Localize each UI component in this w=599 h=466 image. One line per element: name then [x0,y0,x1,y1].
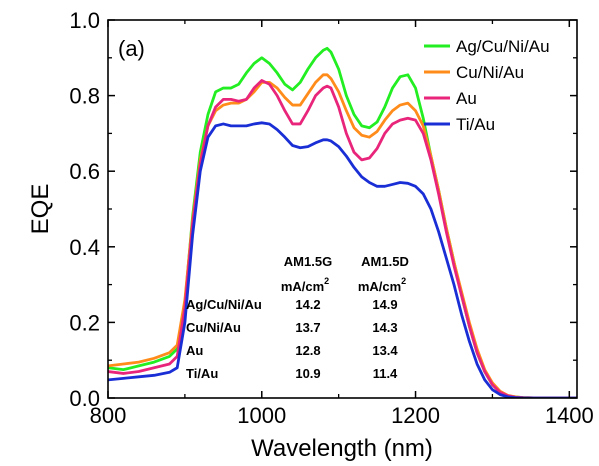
table-row-label: Ti/Au [186,366,218,381]
table-header-0: AM1.5G [284,254,332,269]
table-header-1: AM1.5D [361,254,409,269]
y-tick-label: 0.2 [69,310,100,335]
panel-label: (a) [118,36,145,61]
legend-label-2: Au [456,89,477,108]
table-row-label: Ag/Cu/Ni/Au [186,297,262,312]
y-axis-title: EQE [27,184,54,235]
table-cell-am15d: 14.9 [372,297,397,312]
legend-label-0: Ag/Cu/Ni/Au [456,37,550,56]
table-cell-am15g: 13.7 [295,320,320,335]
table-units-1: mA/cm2 [358,276,406,294]
x-tick-label: 1400 [545,403,594,428]
y-tick-label: 0.6 [69,159,100,184]
series-line-3 [108,121,577,398]
x-axis-title: Wavelength (nm) [251,435,433,462]
table-cell-am15d: 14.3 [372,320,397,335]
table-row-label: Cu/Ni/Au [186,320,241,335]
table-cell-am15g: 10.9 [295,366,320,381]
table-cell-am15g: 14.2 [295,297,320,312]
y-tick-label: 1.0 [69,8,100,33]
table-cell-am15d: 11.4 [373,366,398,381]
table-row-label: Au [186,343,203,358]
y-tick-label: 0.0 [69,386,100,411]
table-cell-am15d: 13.4 [372,343,398,358]
y-tick-label: 0.4 [69,235,100,260]
x-tick-label: 800 [90,403,127,428]
legend-label-3: Ti/Au [456,115,495,134]
series-line-2 [108,79,577,398]
x-tick-label: 1200 [391,403,440,428]
legend-label-1: Cu/Ni/Au [456,63,524,82]
x-tick-label: 1000 [237,403,286,428]
table-units-0: mA/cm2 [281,276,329,294]
y-tick-label: 0.8 [69,84,100,109]
table-cell-am15g: 12.8 [295,343,320,358]
